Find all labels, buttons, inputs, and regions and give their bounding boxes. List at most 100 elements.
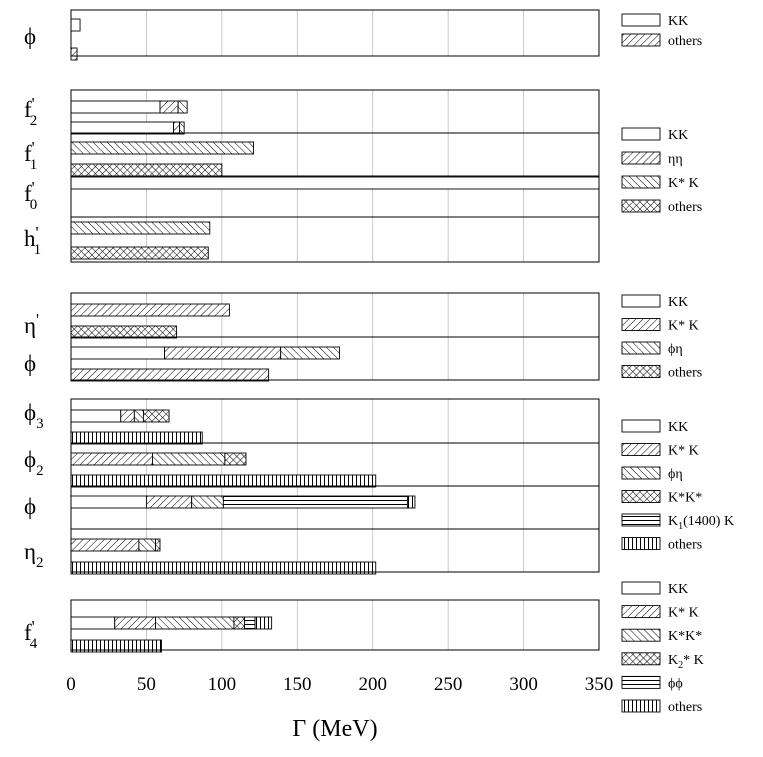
bar-segment-p5-0-0-4 bbox=[244, 616, 256, 630]
bar-segment-p5-0-0-2 bbox=[155, 616, 235, 630]
legend-label-p3-1: K* K bbox=[668, 319, 699, 334]
bar-segment-p2-1-1-3 bbox=[70, 163, 223, 177]
legend-label-p4-5: others bbox=[668, 538, 702, 553]
grid-layer bbox=[146, 10, 524, 650]
legend-swatch-p2-0 bbox=[621, 127, 661, 141]
bar-segment-p3-0-0-1 bbox=[70, 303, 230, 317]
x-tick-label-1: 50 bbox=[137, 674, 156, 695]
bar-segment-p2-1-0-2 bbox=[70, 141, 254, 155]
legend-swatch-p3-0 bbox=[621, 294, 661, 308]
bar-segment-p4-1-1-5 bbox=[70, 474, 377, 488]
row-label-p2-2: f' 0 bbox=[24, 178, 37, 213]
bar-segment-p4-1-0-1 bbox=[70, 452, 153, 466]
bar-segment-p5-0-0-0 bbox=[70, 616, 116, 630]
row-label-p5-0: f' 4 bbox=[24, 617, 38, 652]
row-label-p4-0: ϕ3 bbox=[24, 400, 44, 432]
legend-label-p3-3: others bbox=[668, 366, 702, 381]
x-axis: Γ (MeV) 0 50 100 150 200 250 300 350 bbox=[66, 674, 613, 742]
bar-segment-p3-1-0-1 bbox=[164, 346, 282, 360]
bar-segment-p3-0-1-3 bbox=[70, 325, 178, 339]
legend-swatch-p2-2 bbox=[621, 175, 661, 189]
legend-swatch-p4-1 bbox=[621, 443, 661, 456]
bar-segment-p2-0-1-2 bbox=[179, 121, 185, 135]
legend-swatch-p4-3 bbox=[621, 490, 661, 503]
bar-segment-p4-3-0-2 bbox=[138, 538, 156, 552]
panel-frame-p2 bbox=[70, 89, 600, 263]
x-tick-label-4: 200 bbox=[358, 674, 387, 695]
bar-segment-p4-1-0-3 bbox=[224, 452, 247, 466]
row-label-p3-1: ϕ bbox=[24, 351, 36, 376]
legend-swatch-p5-5 bbox=[621, 699, 661, 713]
bar-segment-p4-0-0-0 bbox=[70, 409, 122, 423]
bar-segment-p5-0-0-3 bbox=[233, 616, 245, 630]
row-label-p4-2: ϕ bbox=[24, 494, 36, 519]
legend-swatch-p5-1 bbox=[621, 605, 661, 619]
bar-segment-p1-0-1-1 bbox=[70, 47, 78, 61]
legend-label-p2-1: ηη bbox=[668, 152, 683, 167]
legend-swatch-p2-3 bbox=[621, 199, 661, 213]
x-tick-label-6: 300 bbox=[509, 674, 538, 695]
legend-swatch-p4-4 bbox=[621, 513, 661, 527]
legend-label-p1-0: KK bbox=[668, 14, 688, 29]
legend-swatch-p2-1 bbox=[621, 151, 661, 165]
legend-label-p5-2: K*K* bbox=[668, 629, 702, 644]
legend-label-p2-0: KK bbox=[668, 128, 688, 143]
legend-label-p3-0: KK bbox=[668, 295, 688, 310]
legend-swatch-p3-1 bbox=[621, 318, 661, 331]
bar-segment-p4-2-0-5 bbox=[406, 495, 416, 509]
row-label-p3-0: η' bbox=[24, 310, 39, 338]
legend-swatch-p4-2 bbox=[621, 466, 661, 480]
bar-segment-p4-3-0-3 bbox=[155, 538, 161, 552]
bar-segment-p4-0-1-5 bbox=[70, 431, 203, 445]
legend-label-p4-2: ϕη bbox=[668, 467, 683, 482]
row-label-p2-0: f' 2 bbox=[24, 94, 37, 129]
x-tick-label-0: 0 bbox=[66, 674, 76, 695]
bar-segment-p4-0-0-1 bbox=[120, 409, 135, 423]
x-tick-label-3: 150 bbox=[283, 674, 312, 695]
legend-swatch-p4-0 bbox=[621, 419, 661, 433]
legend-swatch-p5-3 bbox=[621, 652, 661, 666]
legend-swatch-p5-2 bbox=[621, 628, 661, 642]
row-label-p4-1: ϕ2 bbox=[24, 447, 44, 479]
row-labels: ϕ f' 2 f' 1 f' 0 h' 1 η' ϕ ϕ3 ϕ2 ϕ η2 f' 4 bbox=[24, 24, 44, 652]
legend-swatch-p4-5 bbox=[621, 537, 661, 550]
legend-label-p5-0: KK bbox=[668, 582, 688, 597]
row-label-p2-1: f' 1 bbox=[24, 138, 37, 173]
bar-segment-p2-0-0-2 bbox=[177, 100, 188, 114]
bars-layer bbox=[70, 18, 600, 653]
x-tick-label-2: 100 bbox=[208, 674, 237, 695]
legend-label-p1-1: others bbox=[668, 34, 702, 49]
legend-label-p2-3: others bbox=[668, 200, 702, 215]
bar-segment-p2-0-1-1 bbox=[173, 121, 181, 135]
x-tick-label-5: 250 bbox=[434, 674, 463, 695]
panel-frames bbox=[70, 9, 600, 651]
bar-segment-p3-1-1-1 bbox=[70, 368, 270, 382]
x-tick-label-7: 350 bbox=[585, 674, 614, 695]
legend-swatch-p1-0 bbox=[621, 13, 661, 27]
bar-segment-p4-0-0-2 bbox=[133, 409, 144, 423]
legend-label-p5-5: others bbox=[668, 700, 702, 715]
row-label-p4-3: η2 bbox=[24, 539, 44, 571]
legends: KK others KK ηη K* K others KK K* K ϕη others KK K*… bbox=[621, 13, 734, 715]
row-label-p1-0: ϕ bbox=[24, 24, 36, 49]
bar-segment-p4-2-0-1 bbox=[145, 495, 193, 509]
legend-label-p4-4: K1(1400) K bbox=[668, 514, 734, 532]
bar-segment-p2-3-1-3 bbox=[70, 246, 209, 260]
legend-label-p3-2: ϕη bbox=[668, 342, 683, 357]
legend-label-p2-2: K* K bbox=[668, 176, 699, 191]
bar-segment-p4-2-0-4 bbox=[222, 495, 408, 509]
legend-label-p4-1: K* K bbox=[668, 444, 699, 459]
bar-segment-p2-2-0-0 bbox=[70, 176, 600, 190]
legend-label-p5-4: ϕϕ bbox=[668, 676, 683, 691]
legend-label-p5-3: K2* K bbox=[668, 653, 704, 671]
row-label-p2-3: h' 1 bbox=[24, 223, 41, 258]
panel-frame-p3 bbox=[70, 292, 600, 381]
legend-label-p4-3: K*K* bbox=[668, 491, 702, 506]
bar-segment-p5-0-0-1 bbox=[114, 616, 156, 630]
bar-segment-p2-0-1-0 bbox=[70, 121, 175, 135]
bar-segment-p4-3-0-1 bbox=[70, 538, 140, 552]
bar-segment-p5-0-0-5 bbox=[254, 616, 273, 630]
bar-segment-p4-1-0-2 bbox=[152, 452, 226, 466]
bar-segment-p4-0-0-3 bbox=[142, 409, 170, 423]
